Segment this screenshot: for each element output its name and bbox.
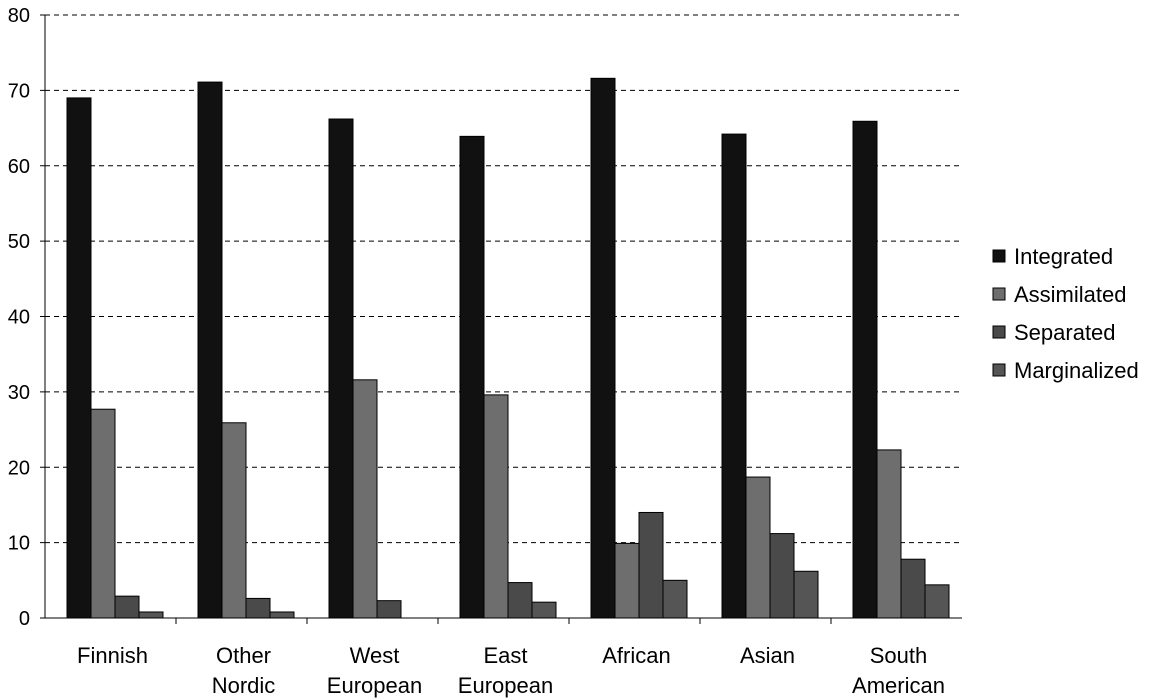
bar-separated [900,558,926,619]
bar-separated [376,600,402,619]
bar-integrated [197,81,223,619]
bar-separated [638,511,664,619]
bar-separated [114,595,140,619]
y-tick-label: 0 [19,608,30,630]
bar-marginalized [924,584,950,619]
bar-assimilated [614,542,640,619]
y-tick-label: 20 [8,457,30,479]
axes: 0 10 20 30 40 50 60 70 80 Finnish Other Nordic West E… [8,5,962,698]
x-tick-label: West European [327,643,422,698]
bar-assimilated [221,422,247,619]
y-tick-label: 40 [8,307,30,329]
legend-swatch [992,363,1006,377]
legend-swatch [992,325,1006,339]
legend-swatch [992,287,1006,301]
legend-label: Integrated [1014,244,1113,269]
bar-marginalized [662,579,688,619]
bar-marginalized [269,611,295,619]
y-tick-label: 60 [8,156,30,178]
y-tick-label: 70 [8,80,30,102]
bar-integrated [590,77,616,619]
bar-separated [769,533,795,619]
bar-integrated [66,97,92,619]
bar-assimilated [352,379,378,619]
bar-integrated [852,120,878,619]
bar-assimilated [745,476,771,619]
legend-label: Separated [1014,320,1116,345]
bar-separated [245,597,271,619]
x-tick-label: Finnish [77,643,148,668]
y-tick-label: 50 [8,231,30,253]
bar-integrated [459,135,485,619]
bar-marginalized [793,570,819,619]
bar-assimilated [483,394,509,619]
bar-separated [507,582,533,619]
x-tick-label: Asian [740,643,795,668]
y-tick-label: 10 [8,533,30,555]
x-tick-label: African [602,643,670,668]
bar-marginalized [138,611,164,619]
bar-integrated [721,133,747,619]
legend-label: Assimilated [1014,282,1126,307]
bar-assimilated [90,408,116,619]
y-tick-label: 80 [8,5,30,27]
legend: Integrated Assimilated Separated Marginaliz… [992,244,1139,383]
x-tick-label: Other Nordic [212,643,276,698]
legend-label: Marginalized [1014,358,1139,383]
x-tick-label: South American [852,643,945,698]
x-tick-label: East European [458,643,553,698]
bars [66,77,950,619]
y-tick-label: 30 [8,382,30,404]
bar-integrated [328,118,354,619]
bar-marginalized [531,601,557,619]
bar-assimilated [876,449,902,619]
legend-swatch [992,249,1006,263]
